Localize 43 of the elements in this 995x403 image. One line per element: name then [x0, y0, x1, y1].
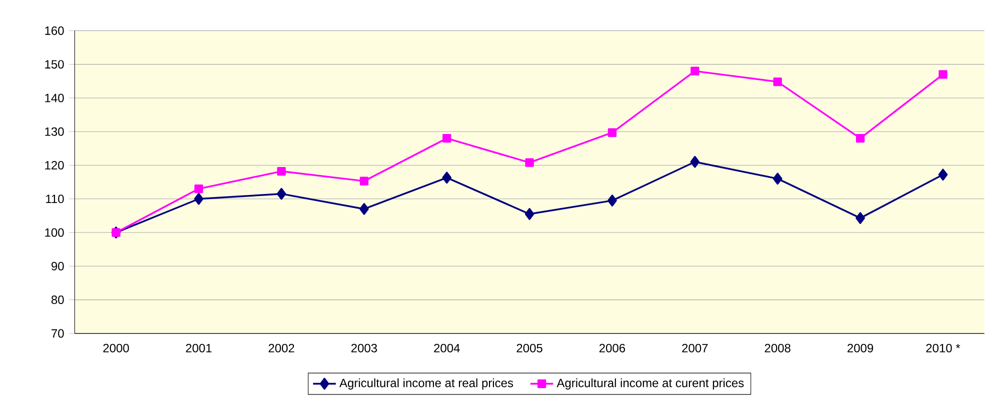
y-tick-label: 120: [45, 161, 64, 170]
x-tick-label: 2007: [682, 344, 708, 352]
legend-label: Agricultural income at real prices: [339, 378, 514, 390]
point: [772, 172, 782, 185]
point: [525, 158, 534, 167]
point: [773, 78, 782, 86]
legend-label: Agricultural income at curent prices: [556, 378, 744, 390]
point: [276, 188, 286, 200]
x-tick-label: 2009: [848, 344, 874, 352]
point: [856, 212, 865, 224]
y-tick-label: 90: [52, 262, 64, 271]
x-tick-label: 2002: [268, 344, 294, 352]
point: [360, 176, 368, 186]
point: [359, 203, 369, 216]
x-tick-label: 2006: [599, 344, 626, 352]
point: [442, 172, 452, 184]
y-tick-label: 130: [45, 127, 64, 136]
point: [442, 134, 452, 143]
x-tick-label: 2008: [764, 344, 790, 352]
y-tick-label: 80: [51, 296, 64, 304]
y-tick-label: 160: [45, 26, 64, 36]
y-tick-label: 100: [45, 228, 64, 237]
y-tick-label: 110: [46, 194, 64, 204]
point: [608, 194, 617, 207]
point: [194, 184, 204, 194]
y-tick-label: 150: [45, 60, 64, 69]
point: [938, 70, 948, 79]
point: [524, 208, 534, 220]
point: [194, 193, 204, 205]
point: [938, 168, 948, 181]
x-tick-label: 2003: [351, 344, 377, 352]
y-tick-label: 140: [45, 94, 64, 102]
point: [277, 167, 286, 176]
point: [690, 156, 700, 168]
point: [690, 66, 700, 76]
x-tick-label: 2004: [434, 344, 460, 352]
x-tick-label: 2000: [103, 344, 129, 352]
point: [608, 128, 617, 138]
x-tick-label: 2010 *: [926, 344, 960, 352]
y-tick-label: 70: [52, 329, 64, 338]
x-tick-label: 2005: [516, 344, 542, 352]
x-tick-label: 2001: [186, 344, 212, 352]
point: [856, 134, 865, 143]
